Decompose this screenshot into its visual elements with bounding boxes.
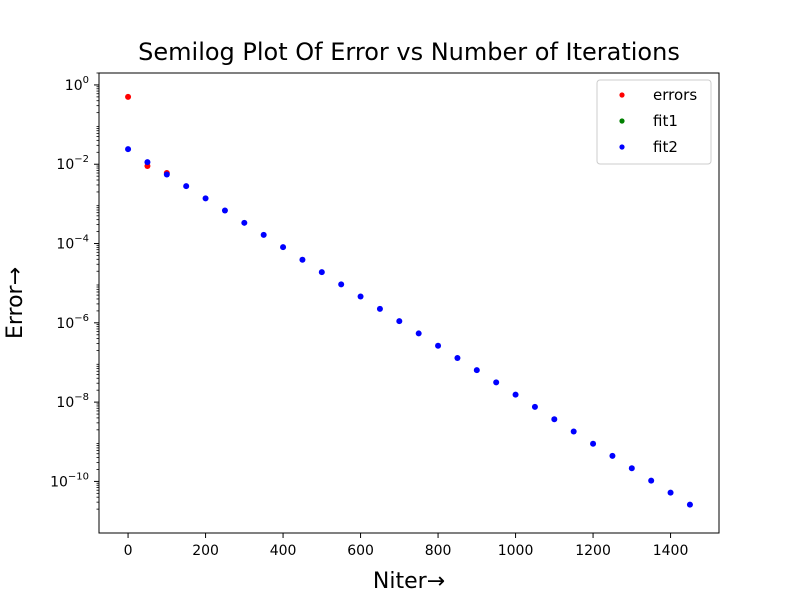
x-tick-label: 200: [192, 543, 219, 559]
y-tick-label: 100: [65, 75, 89, 94]
x-tick-label: 1000: [498, 543, 534, 559]
fit2-point: [628, 465, 635, 472]
fit2-point: [454, 354, 461, 361]
x-tick-label: 1400: [653, 543, 689, 559]
fit2-point: [221, 207, 228, 214]
legend-marker-fit1: [619, 118, 625, 124]
fit2-point: [648, 477, 655, 484]
fit2-point: [163, 171, 170, 178]
fit2-point: [551, 416, 558, 423]
fit2-point: [396, 318, 403, 325]
fit2-point: [202, 195, 209, 202]
fit2-point: [435, 342, 442, 349]
x-tick-label: 0: [124, 543, 133, 559]
fit2-point: [318, 269, 325, 276]
fit2-point: [144, 159, 151, 166]
legend: errors fit1 fit2: [596, 79, 712, 165]
fit2-point: [590, 440, 597, 447]
fit2-point: [260, 231, 267, 238]
fit2-point: [609, 452, 616, 459]
errors-point: [125, 93, 132, 100]
y-axis: 100 10−2 10−4 10−6 10−8 10−10: [50, 72, 99, 510]
legend-frame: [596, 79, 712, 165]
fit2-point: [357, 293, 364, 300]
fit2-point: [473, 367, 480, 374]
x-axis: 0 200 400 600 800 1000 1200 1400: [124, 533, 689, 559]
fit2-point: [415, 330, 422, 337]
fit2-point: [299, 256, 306, 263]
legend-marker-fit2: [619, 144, 625, 150]
x-tick-label: 1200: [575, 543, 611, 559]
legend-label-errors: errors: [653, 86, 697, 104]
legend-label-fit1: fit1: [653, 112, 678, 130]
x-tick-label: 800: [425, 543, 452, 559]
legend-marker-errors: [619, 92, 625, 98]
legend-label-fit2: fit2: [653, 138, 678, 156]
y-tick-label: 10−6: [56, 313, 89, 332]
x-tick-label: 600: [347, 543, 374, 559]
fit2-point: [493, 379, 500, 386]
fit2-point: [376, 305, 383, 312]
x-tick-label: 400: [270, 543, 297, 559]
fit2-point: [338, 281, 345, 288]
plot-frame: [98, 72, 720, 534]
x-axis-label: Niter→: [373, 569, 445, 594]
y-tick-label: 10−10: [50, 471, 89, 490]
fit2-point: [531, 403, 538, 410]
fit2-point: [125, 146, 132, 153]
y-tick-label: 10−4: [56, 234, 89, 253]
y-axis-label: Error→: [3, 267, 28, 339]
fit2-point: [183, 183, 190, 190]
fit2-point: [686, 501, 693, 508]
fit2-point: [667, 489, 674, 496]
fit2-point: [570, 428, 577, 435]
y-tick-label: 10−8: [56, 392, 89, 411]
fit2-point: [512, 391, 519, 398]
chart-title: Semilog Plot Of Error vs Number of Itera…: [138, 38, 680, 66]
fit2-point: [241, 219, 248, 226]
fit2-point: [280, 244, 287, 251]
y-tick-label: 10−2: [56, 154, 89, 173]
plot-area: [125, 93, 693, 508]
